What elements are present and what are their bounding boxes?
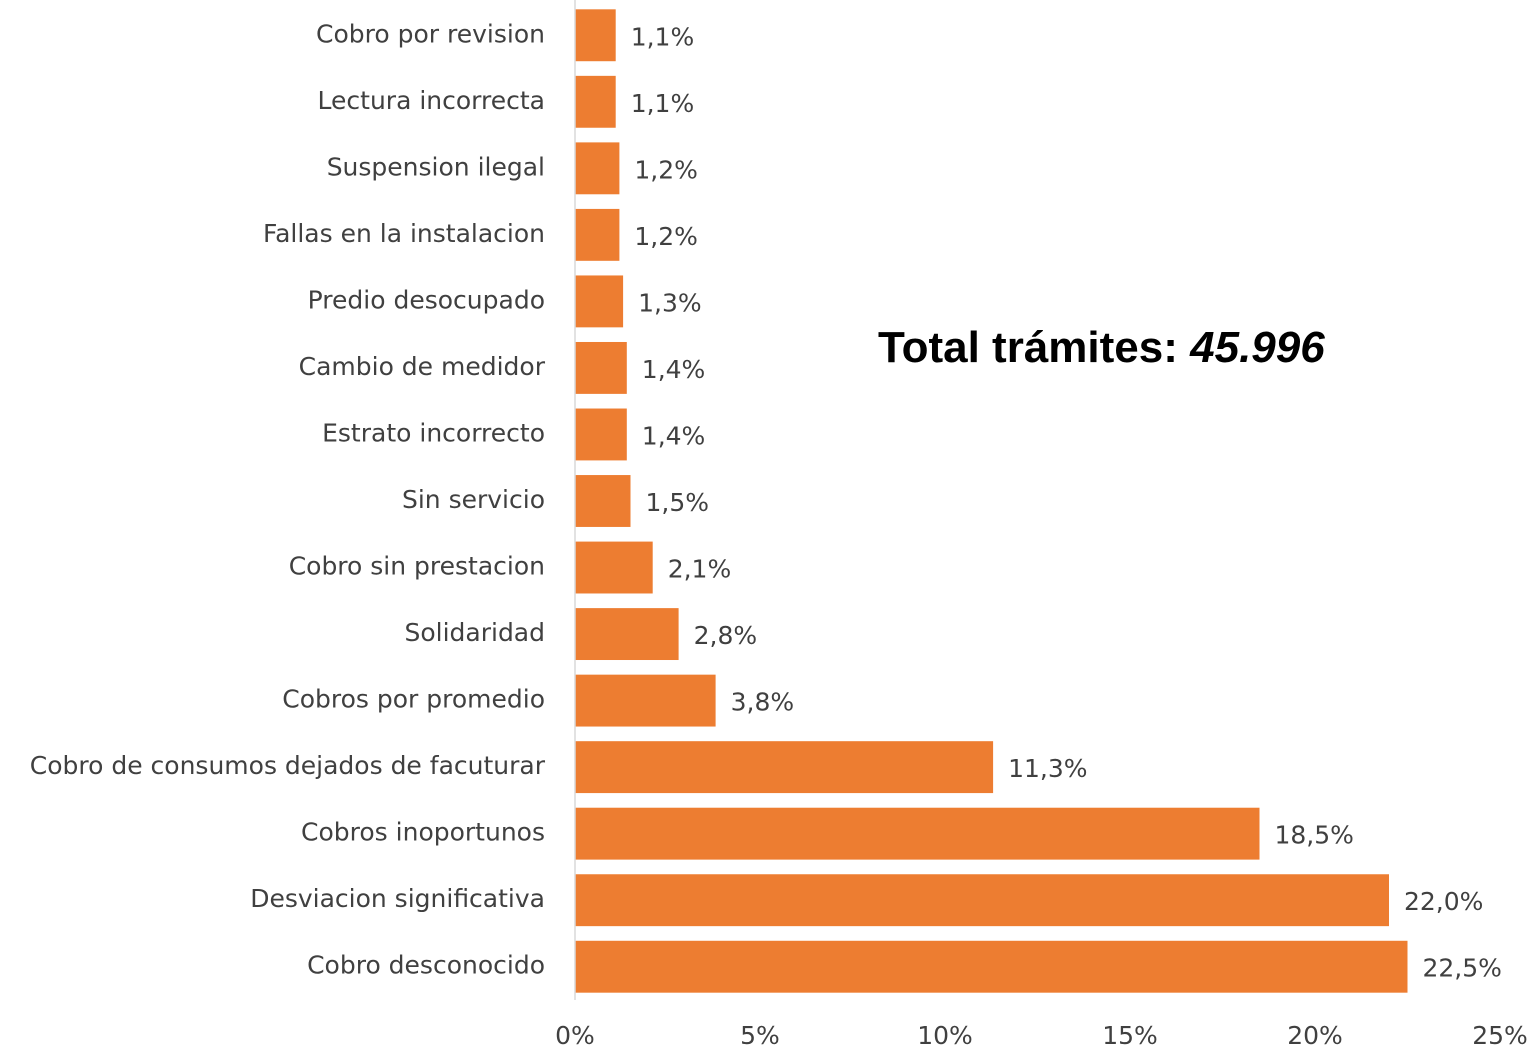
data-label: 3,8% — [731, 688, 795, 717]
data-label: 11,3% — [1008, 754, 1087, 783]
bar — [575, 874, 1389, 927]
y-tick-label: Predio desocupado — [308, 285, 545, 314]
y-tick-label: Sin servicio — [402, 485, 545, 514]
bar — [575, 275, 624, 328]
x-tick-label: 0% — [555, 1021, 595, 1048]
annotation: Total trámites: 45.996 — [878, 323, 1325, 372]
y-tick-label: Cobro sin prestacion — [289, 552, 545, 581]
y-tick-label: Cobro desconocido — [307, 951, 545, 980]
data-label: 1,4% — [642, 355, 706, 384]
bar — [575, 541, 653, 594]
annotation-value: 45.996 — [1189, 323, 1325, 372]
data-label: 1,2% — [634, 222, 698, 251]
y-tick-label: Estrato incorrecto — [322, 418, 545, 447]
y-tick-label: Cambio de medidor — [299, 352, 546, 381]
data-label: 18,5% — [1275, 821, 1354, 850]
data-label: 1,1% — [631, 22, 695, 51]
bar — [575, 807, 1260, 860]
data-label: 2,8% — [694, 621, 758, 650]
data-label: 1,2% — [634, 155, 698, 184]
y-tick-label: Cobro de consumos dejados de facuturar — [30, 751, 546, 780]
data-label: 1,5% — [646, 488, 710, 517]
x-tick-label: 25% — [1472, 1021, 1528, 1048]
x-tick-label: 10% — [917, 1021, 973, 1048]
x-tick-label: 20% — [1287, 1021, 1343, 1048]
bar — [575, 208, 620, 261]
y-tick-label: Lectura incorrecta — [318, 86, 545, 115]
bar — [575, 9, 616, 62]
data-label: 22,0% — [1404, 887, 1483, 916]
bar — [575, 674, 716, 727]
bar — [575, 408, 627, 461]
y-tick-label: Fallas en la instalacion — [263, 219, 545, 248]
bar — [575, 75, 616, 128]
bar — [575, 341, 627, 394]
bar — [575, 142, 620, 195]
bar — [575, 475, 631, 527]
bar — [575, 741, 994, 794]
data-label: 1,4% — [642, 421, 706, 450]
y-tick-label: Cobros por promedio — [282, 685, 545, 714]
annotation-label: Total trámites: — [878, 323, 1178, 372]
bar — [575, 940, 1408, 993]
y-tick-label: Cobros inoportunos — [301, 818, 545, 847]
y-tick-label: Cobro por revision — [316, 19, 545, 48]
bar — [575, 608, 679, 661]
y-tick-label: Solidaridad — [404, 618, 545, 647]
data-label: 22,5% — [1423, 954, 1502, 983]
data-label: 2,1% — [668, 555, 732, 584]
data-label: 1,3% — [638, 288, 702, 317]
y-tick-label: Suspension ilegal — [327, 152, 545, 181]
x-tick-label: 5% — [740, 1021, 780, 1048]
x-tick-label: 15% — [1102, 1021, 1158, 1048]
data-label: 1,1% — [631, 89, 695, 118]
y-tick-label: Desviacion significativa — [250, 884, 545, 913]
